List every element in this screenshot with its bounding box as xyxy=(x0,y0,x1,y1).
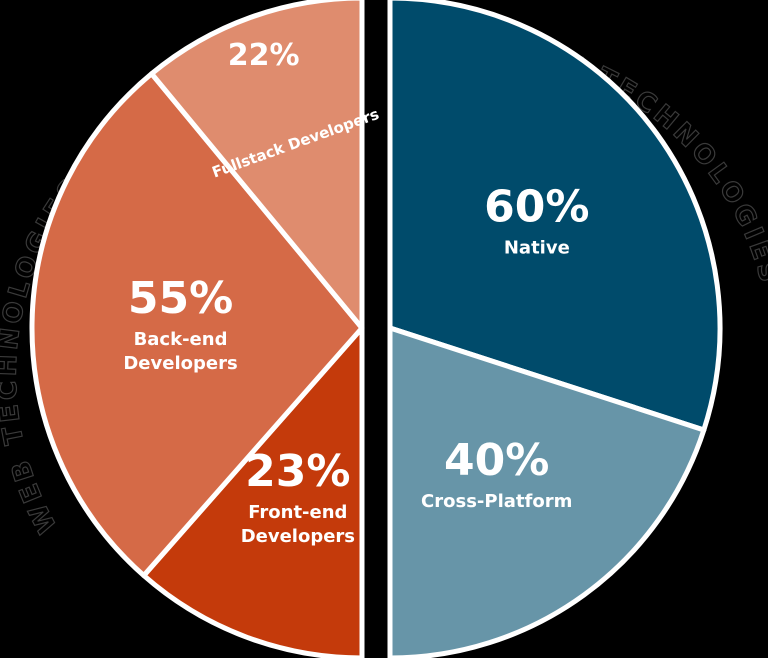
slice-fullstack-developers xyxy=(149,0,365,331)
slice-category-label: Back-end xyxy=(134,329,228,350)
slice-label-front-end-developers: 23% Front-end Developers xyxy=(241,446,355,547)
slice-cross-platform xyxy=(387,325,707,658)
slice-category-label: Front-end xyxy=(248,502,347,523)
slice-front-end-developers xyxy=(141,325,365,658)
slice-percent-value: 23% xyxy=(245,446,350,497)
slice-percent-value: 55% xyxy=(128,273,233,324)
slice-label-back-end-developers: 55% Back-end Developers xyxy=(123,273,237,374)
slice-native xyxy=(387,0,723,433)
slice-label-native: 60% Native xyxy=(484,181,589,258)
slice-category-label: Developers xyxy=(123,353,237,374)
slice-percent-value: 60% xyxy=(484,181,589,232)
slice-label-cross-platform: 40% Cross-Platform xyxy=(421,435,572,512)
slice-percent-value: 40% xyxy=(444,435,549,486)
slice-category-label: Developers xyxy=(241,526,355,547)
slice-category-label: Cross-Platform xyxy=(421,491,572,512)
slice-back-end-developers xyxy=(29,71,365,579)
slice-percent-value: 22% xyxy=(228,38,300,73)
slice-category-label: Native xyxy=(504,237,570,258)
